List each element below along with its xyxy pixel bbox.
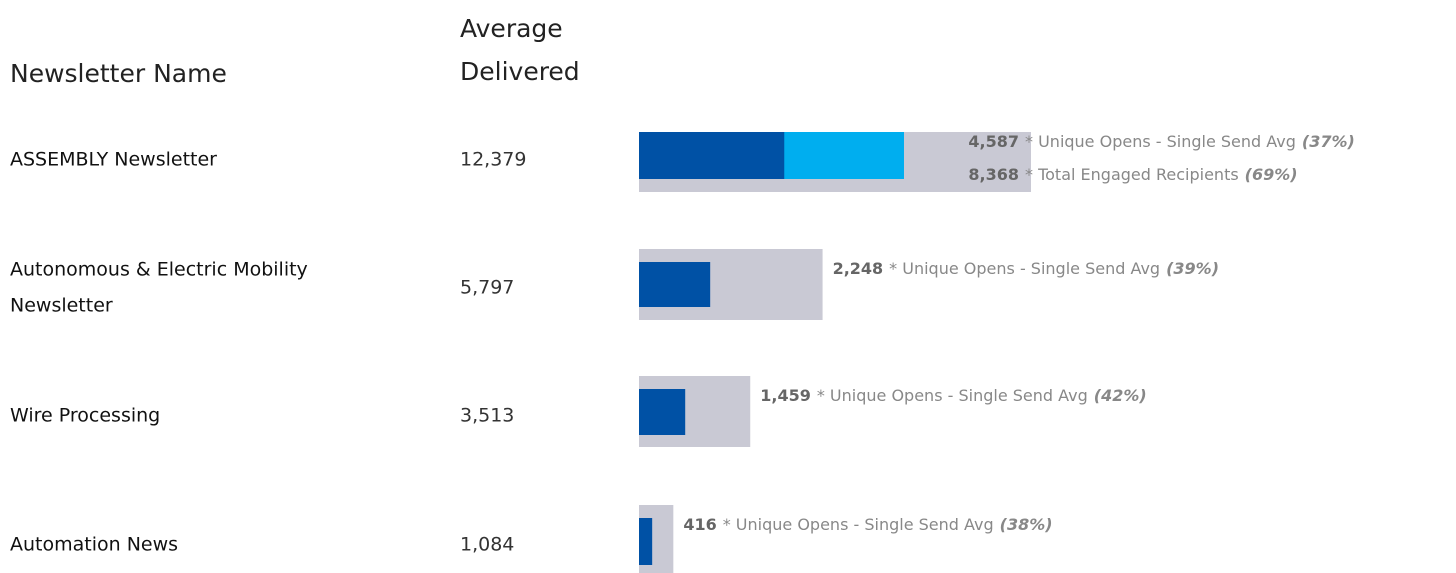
annotation-value: 4,587: [968, 132, 1019, 151]
header-delivered: Delivered: [460, 57, 580, 86]
annotation-pct: (42%): [1094, 386, 1147, 405]
engagement-bar: [639, 132, 785, 179]
average-delivered: 12,379: [460, 149, 526, 171]
annotation-pct: (38%): [1000, 515, 1053, 534]
annotation-pct: (37%): [1302, 132, 1355, 151]
annotation-value: 2,248: [833, 259, 884, 278]
annotation-value: 1,459: [760, 386, 811, 405]
newsletter-name: Autonomous & Electric Mobility: [10, 259, 308, 281]
annotation-value: 416: [683, 515, 716, 534]
newsletter-name: Newsletter: [10, 295, 113, 317]
engagement-bar: [639, 389, 686, 435]
engagement-bar: [639, 518, 653, 565]
header-name: Newsletter Name: [10, 59, 227, 88]
annotation-text: * Unique Opens - Single Send Avg: [723, 515, 994, 534]
annotation-text: * Total Engaged Recipients: [1025, 165, 1239, 184]
annotation-text: * Unique Opens - Single Send Avg: [889, 259, 1160, 278]
annotation-value: 8,368: [968, 165, 1019, 184]
annotation: 4,587 * Unique Opens - Single Send Avg (37…: [968, 132, 1354, 151]
newsletter-name: ASSEMBLY Newsletter: [10, 149, 217, 171]
average-delivered: 1,084: [460, 534, 514, 556]
annotation: 416 * Unique Opens - Single Send Avg (38%): [683, 515, 1052, 534]
newsletter-name: Wire Processing: [10, 405, 160, 427]
annotation: 1,459 * Unique Opens - Single Send Avg (42…: [760, 386, 1146, 405]
annotation: 2,248 * Unique Opens - Single Send Avg (39…: [833, 259, 1219, 278]
engagement-bar: [639, 262, 711, 307]
average-delivered: 3,513: [460, 405, 514, 427]
annotation-text: * Unique Opens - Single Send Avg: [1025, 132, 1296, 151]
annotation-pct: (69%): [1245, 165, 1298, 184]
average-delivered: 5,797: [460, 277, 514, 299]
header-delivered: Average: [460, 14, 563, 43]
annotation-text: * Unique Opens - Single Send Avg: [817, 386, 1088, 405]
annotation: 8,368 * Total Engaged Recipients (69%): [968, 165, 1297, 184]
annotation-pct: (39%): [1166, 259, 1219, 278]
newsletter-name: Automation News: [10, 534, 178, 556]
